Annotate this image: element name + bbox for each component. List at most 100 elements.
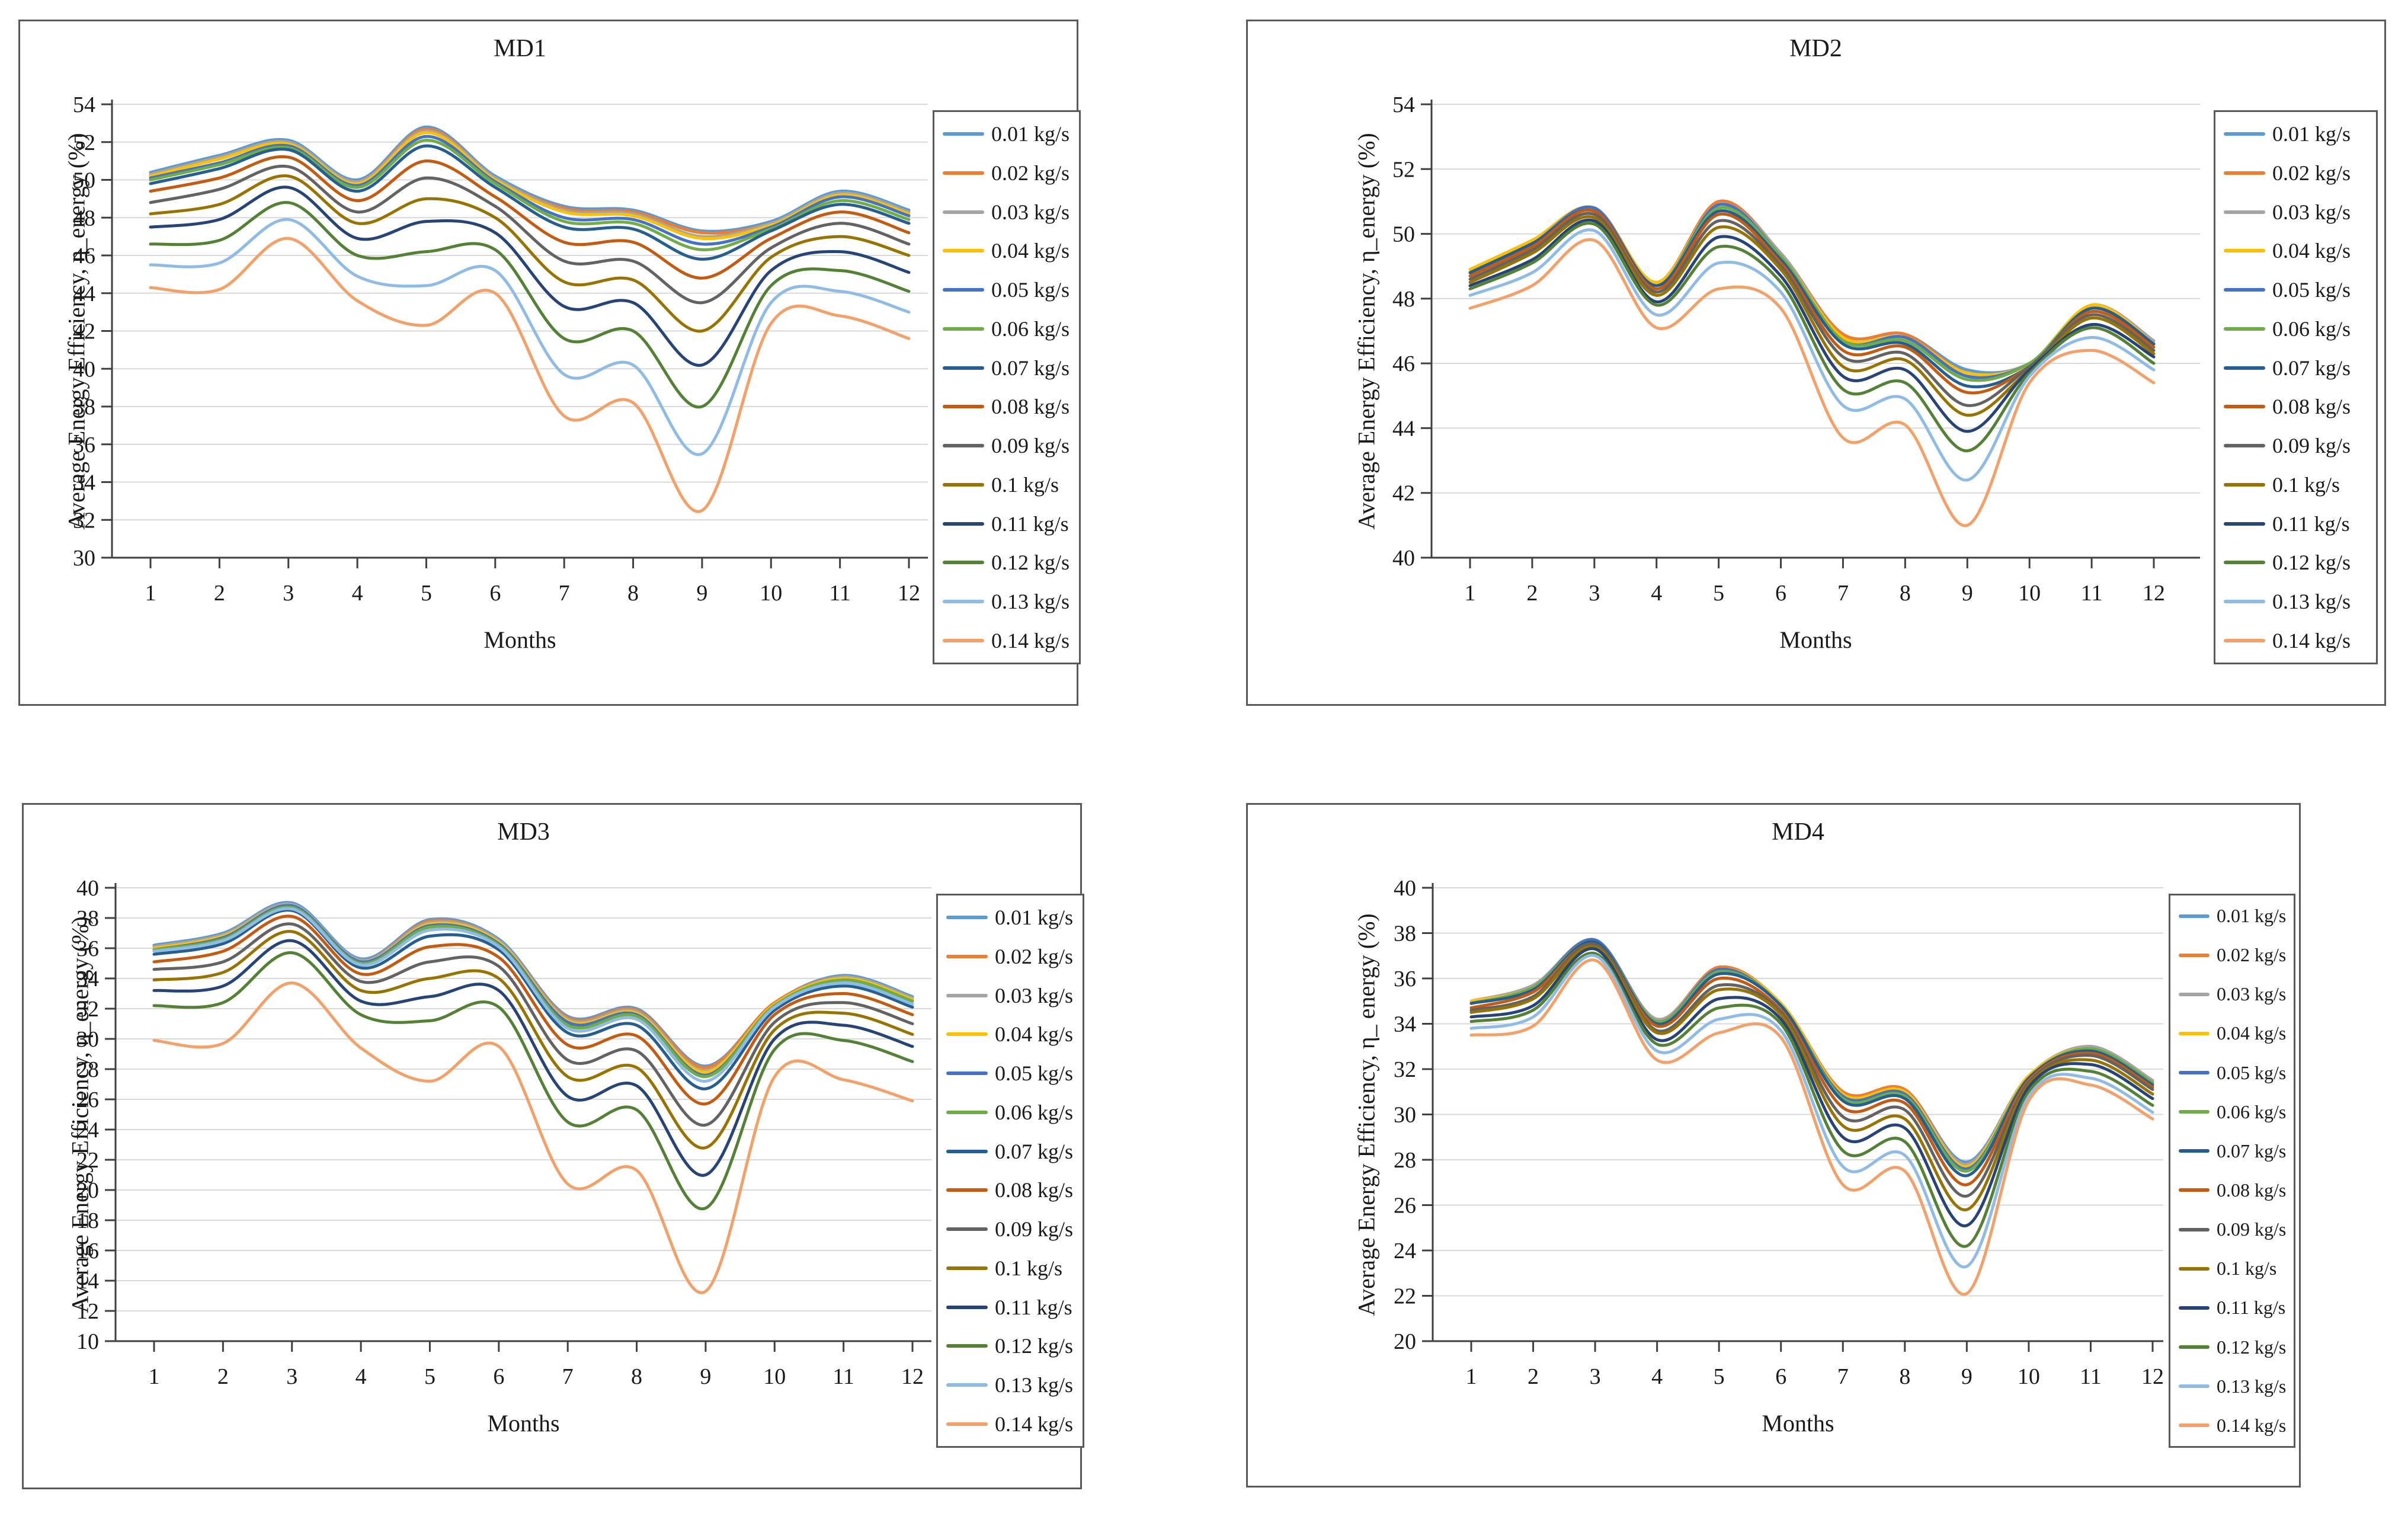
- legend-line-swatch: [946, 1305, 988, 1309]
- y-tick-label: 34: [73, 471, 95, 495]
- chart-panel-md2: MD2 Average Energy Efficiency, η_energy …: [1246, 20, 2386, 706]
- y-tick-label: 46: [1392, 351, 1415, 376]
- legend-item-0.07-kg-s: 0.07 kg/s: [2224, 356, 2372, 380]
- y-tick-label: 24: [76, 1118, 99, 1143]
- chart-title-md3: MD3: [497, 818, 550, 846]
- legend-line-swatch: [2224, 561, 2265, 565]
- legend-label: 0.04 kg/s: [2272, 239, 2351, 263]
- legend-label: 0.04 kg/s: [991, 239, 1070, 263]
- legend-line-swatch: [2179, 1071, 2210, 1075]
- legend-line-swatch: [2179, 953, 2210, 957]
- legend-line-swatch: [943, 600, 984, 604]
- legend-item-0.11-kg-s: 0.11 kg/s: [2179, 1297, 2290, 1319]
- series-line-0.13-kg-s: [1469, 954, 2154, 1269]
- y-tick-label: 34: [1394, 1012, 1416, 1037]
- legend-label: 0.14 kg/s: [995, 1412, 1074, 1436]
- legend-item-0.11-kg-s: 0.11 kg/s: [946, 1295, 1079, 1320]
- legend-item-0.13-kg-s: 0.13 kg/s: [943, 589, 1075, 614]
- x-tick-label: 2: [1528, 1364, 1539, 1389]
- legend-label: 0.01 kg/s: [991, 122, 1070, 146]
- x-tick-label: 11: [829, 581, 851, 606]
- x-tick-label: 7: [562, 1364, 574, 1389]
- y-tick-label: 12: [76, 1299, 99, 1324]
- x-tick-label: 1: [1466, 1364, 1477, 1389]
- y-tick-label: 52: [73, 130, 95, 155]
- legend-item-0.03-kg-s: 0.03 kg/s: [2179, 983, 2290, 1005]
- legend-item-0.03-kg-s: 0.03 kg/s: [946, 983, 1079, 1008]
- legend-label: 0.08 kg/s: [2217, 1179, 2287, 1201]
- series-line-0.04-kg-s: [149, 131, 911, 241]
- legend-item-0.01-kg-s: 0.01 kg/s: [946, 905, 1079, 930]
- chart-panel-md3: MD3 Average Energy Efficiency, η_energy …: [22, 803, 1084, 1489]
- legend-line-swatch: [943, 405, 984, 409]
- x-tick-label: 5: [1713, 581, 1724, 606]
- y-tick-label: 28: [76, 1057, 99, 1082]
- legend-line-swatch: [2224, 132, 2265, 136]
- y-tick-label: 32: [76, 997, 99, 1022]
- x-tick-label: 7: [1837, 581, 1849, 606]
- series-line-0.11-kg-s: [1469, 947, 2154, 1227]
- legend-line-swatch: [2224, 288, 2265, 292]
- legend-md4: 0.01 kg/s 0.02 kg/s 0.03 kg/s 0.04 kg/s 0.05…: [2169, 894, 2295, 1448]
- chart-title-md4: MD4: [1772, 818, 1824, 846]
- x-tick-label: 12: [2143, 581, 2165, 606]
- y-tick-label: 30: [76, 1027, 99, 1052]
- legend-line-swatch: [946, 954, 988, 958]
- legend-line-swatch: [943, 249, 984, 253]
- legend-label: 0.06 kg/s: [995, 1100, 1074, 1124]
- legend-line-swatch: [2179, 1188, 2210, 1192]
- x-axis-label-md3: Months: [487, 1410, 560, 1437]
- chart-title-md2: MD2: [1789, 35, 1842, 62]
- series-line-0.07-kg-s: [1469, 940, 2154, 1178]
- series-line-0.07-kg-s: [152, 909, 914, 1090]
- series-line-0.13-kg-s: [1468, 228, 2156, 482]
- y-tick-label: 16: [76, 1239, 99, 1264]
- series-line-0.14-kg-s: [152, 981, 914, 1294]
- legend-label: 0.04 kg/s: [995, 1022, 1074, 1047]
- legend-label: 0.08 kg/s: [991, 395, 1070, 419]
- y-tick-label: 50: [73, 168, 95, 193]
- legend-line-swatch: [946, 1071, 988, 1076]
- series-line-0.07-kg-s: [149, 144, 911, 261]
- series-line-0.14-kg-s: [1468, 238, 2156, 527]
- legend-item-0.03-kg-s: 0.03 kg/s: [943, 200, 1075, 225]
- x-tick-label: 8: [627, 581, 639, 606]
- legend-label: 0.06 kg/s: [2217, 1101, 2287, 1122]
- legend-item-0.01-kg-s: 0.01 kg/s: [2224, 121, 2372, 146]
- x-tick-label: 6: [489, 581, 501, 606]
- chart-title-md1: MD1: [494, 35, 546, 62]
- legend-label: 0.09 kg/s: [2272, 434, 2351, 458]
- legend-label: 0.03 kg/s: [2272, 200, 2351, 224]
- legend-line-swatch: [946, 1383, 988, 1387]
- legend-item-0.08-kg-s: 0.08 kg/s: [943, 394, 1075, 419]
- legend-label: 0.03 kg/s: [2217, 983, 2287, 1005]
- legend-item-0.08-kg-s: 0.08 kg/s: [2224, 394, 2372, 419]
- legend-item-0.09-kg-s: 0.09 kg/s: [943, 433, 1075, 458]
- legend-line-swatch: [2224, 249, 2265, 253]
- series-line-0.01-kg-s: [149, 125, 911, 233]
- y-tick-label: 42: [73, 319, 95, 344]
- legend-label: 0.13 kg/s: [991, 590, 1070, 614]
- legend-label: 0.14 kg/s: [991, 628, 1070, 652]
- x-tick-label: 11: [832, 1364, 854, 1389]
- y-tick-label: 34: [76, 967, 99, 991]
- x-tick-label: 6: [493, 1364, 504, 1389]
- legend-item-0.13-kg-s: 0.13 kg/s: [2224, 589, 2372, 614]
- y-tick-label: 14: [76, 1269, 99, 1294]
- x-tick-label: 8: [631, 1364, 642, 1389]
- x-tick-label: 11: [2081, 581, 2103, 606]
- legend-line-swatch: [2179, 1227, 2210, 1231]
- legend-item-0.09-kg-s: 0.09 kg/s: [2224, 433, 2372, 458]
- series-line-0.05-kg-s: [149, 135, 911, 246]
- legend-item-0.09-kg-s: 0.09 kg/s: [2179, 1218, 2290, 1240]
- y-tick-label: 26: [76, 1087, 99, 1112]
- legend-line-swatch: [946, 1110, 988, 1114]
- legend-item-0.01-kg-s: 0.01 kg/s: [943, 121, 1075, 146]
- x-tick-label: 1: [1465, 581, 1476, 606]
- y-tick-label: 50: [1392, 222, 1415, 247]
- legend-item-0.09-kg-s: 0.09 kg/s: [946, 1217, 1079, 1242]
- y-tick-label: 46: [73, 244, 95, 268]
- y-tick-label: 40: [1392, 546, 1415, 571]
- legend-line-swatch: [2224, 327, 2265, 331]
- legend-item-0.07-kg-s: 0.07 kg/s: [943, 356, 1075, 380]
